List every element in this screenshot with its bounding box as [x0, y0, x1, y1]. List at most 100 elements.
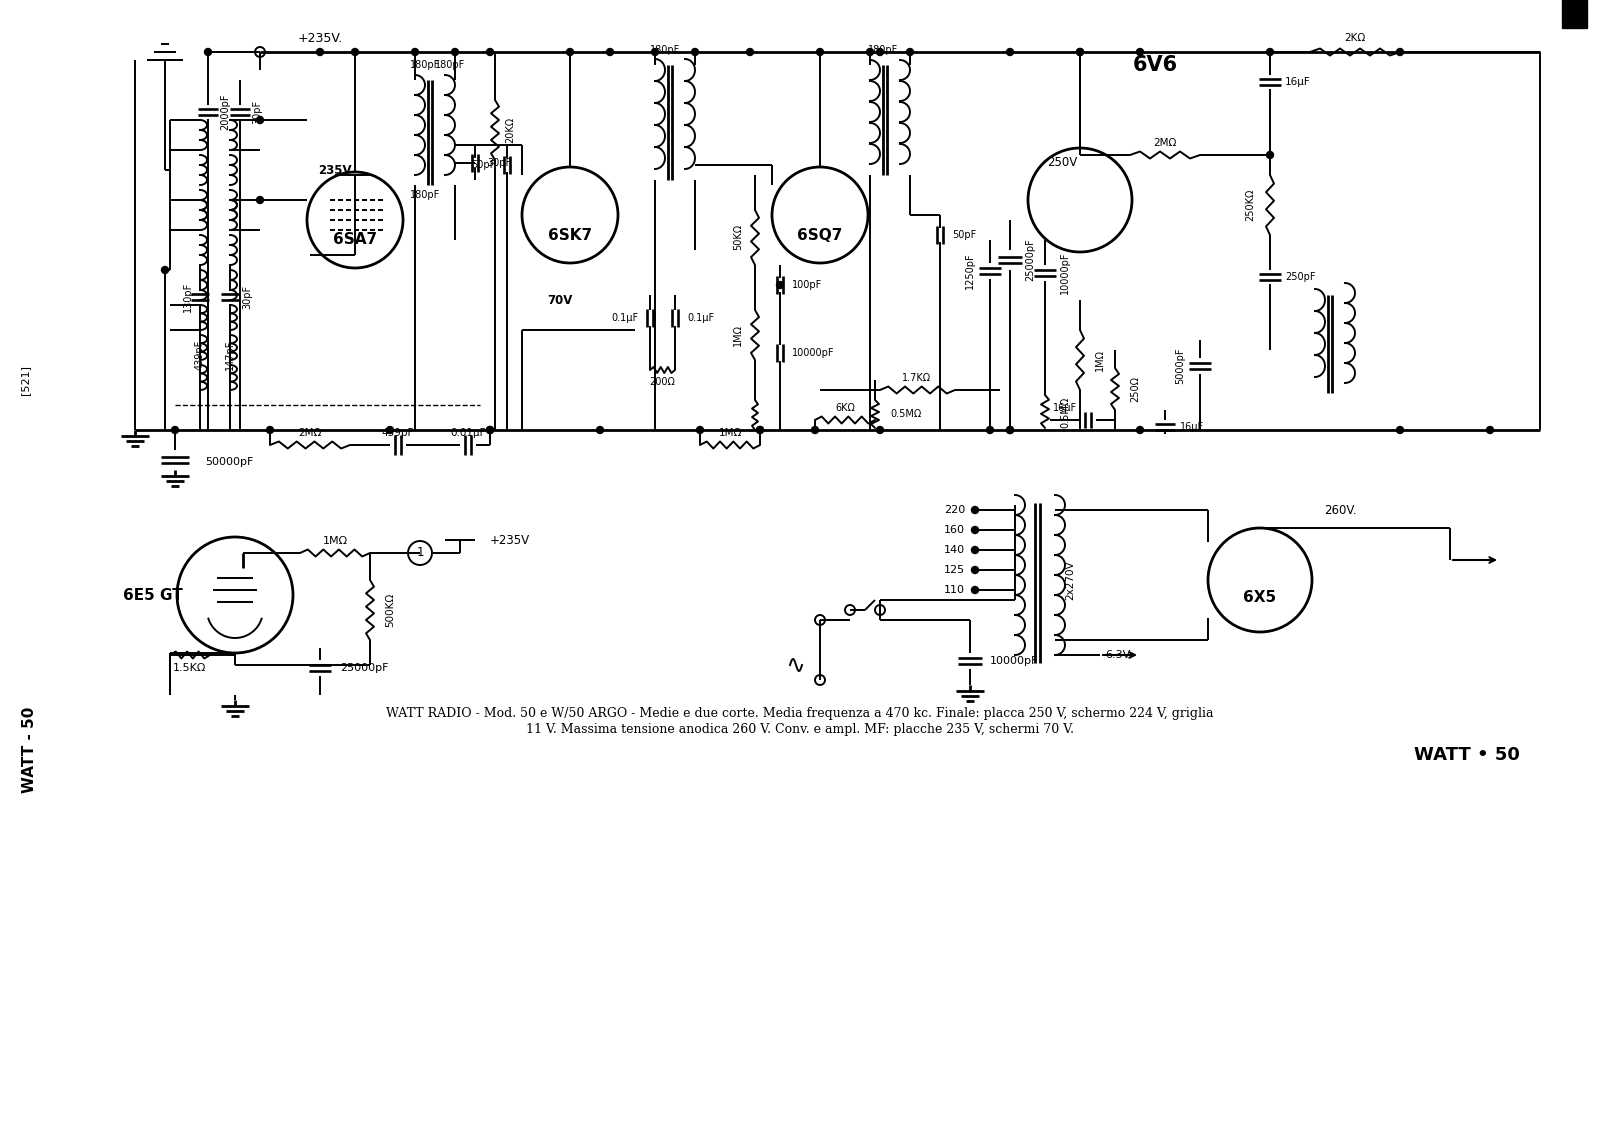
Text: 70V: 70V: [547, 294, 573, 307]
Text: 0.01μF: 0.01μF: [450, 428, 486, 438]
Circle shape: [987, 426, 994, 433]
Text: 30pF: 30pF: [242, 285, 253, 309]
Text: 200Ω: 200Ω: [650, 377, 675, 387]
Text: 6SQ7: 6SQ7: [797, 227, 843, 242]
Circle shape: [651, 49, 659, 55]
Text: 25000pF: 25000pF: [1026, 239, 1035, 282]
Text: 1.7KΩ: 1.7KΩ: [902, 373, 931, 383]
Text: WATT - 50: WATT - 50: [22, 707, 37, 793]
Circle shape: [757, 426, 763, 433]
Text: 16μF: 16μF: [1285, 77, 1310, 87]
Circle shape: [162, 267, 168, 274]
Text: 160: 160: [944, 525, 965, 535]
Text: 250KΩ: 250KΩ: [1245, 189, 1254, 222]
Text: 6SA7: 6SA7: [333, 233, 378, 248]
Circle shape: [451, 49, 459, 55]
Circle shape: [522, 167, 618, 264]
Text: 180pF: 180pF: [410, 60, 440, 70]
Circle shape: [877, 49, 883, 55]
Circle shape: [971, 587, 979, 594]
Text: 439pF: 439pF: [195, 340, 205, 370]
Circle shape: [875, 605, 885, 615]
Circle shape: [971, 527, 979, 534]
Text: 235V: 235V: [318, 164, 352, 176]
Circle shape: [814, 675, 826, 685]
Text: 110: 110: [944, 585, 965, 595]
Circle shape: [1397, 49, 1403, 55]
Text: [521]: [521]: [19, 365, 30, 395]
Circle shape: [1006, 426, 1013, 433]
Circle shape: [867, 49, 874, 55]
Circle shape: [205, 49, 211, 55]
Text: 1: 1: [416, 546, 424, 560]
Text: 6.3V: 6.3V: [1106, 650, 1130, 661]
Circle shape: [256, 197, 264, 204]
Circle shape: [757, 426, 763, 433]
Text: 180pF: 180pF: [867, 45, 898, 55]
Circle shape: [747, 49, 754, 55]
Circle shape: [971, 567, 979, 573]
Text: 140: 140: [944, 545, 965, 555]
Text: 25000pF: 25000pF: [339, 663, 389, 673]
Circle shape: [877, 426, 883, 433]
Text: 6X5: 6X5: [1243, 590, 1277, 605]
Text: 11 V. Massima tensione anodica 260 V. Conv. e ampl. MF: placche 235 V, schermi 7: 11 V. Massima tensione anodica 260 V. Co…: [526, 724, 1074, 736]
Circle shape: [411, 49, 419, 55]
Text: 10000pF: 10000pF: [1059, 252, 1070, 294]
Text: 2MΩ: 2MΩ: [1154, 138, 1176, 148]
Text: 125: 125: [944, 566, 965, 575]
Circle shape: [1006, 49, 1013, 55]
Text: 16μF: 16μF: [1181, 422, 1205, 432]
Circle shape: [307, 172, 403, 268]
Circle shape: [907, 49, 914, 55]
Circle shape: [1006, 426, 1013, 433]
Circle shape: [597, 426, 603, 433]
Text: 10000pF: 10000pF: [990, 656, 1038, 666]
Circle shape: [1267, 152, 1274, 158]
Text: 1MΩ: 1MΩ: [1094, 349, 1106, 371]
Circle shape: [486, 426, 493, 433]
Text: 439pF: 439pF: [382, 428, 414, 438]
Text: 50pF: 50pF: [952, 230, 976, 240]
Text: 180pF: 180pF: [410, 190, 440, 200]
Circle shape: [387, 426, 394, 433]
Circle shape: [1397, 426, 1403, 433]
Circle shape: [1136, 426, 1144, 433]
Text: 500KΩ: 500KΩ: [386, 593, 395, 627]
Circle shape: [816, 49, 824, 55]
Text: 30pF: 30pF: [486, 158, 510, 169]
Text: 6E5 GT: 6E5 GT: [123, 587, 182, 603]
Circle shape: [771, 167, 867, 264]
Circle shape: [178, 537, 293, 653]
Circle shape: [171, 426, 179, 433]
Text: 50000pF: 50000pF: [205, 457, 253, 467]
Text: +235V.: +235V.: [298, 32, 342, 44]
Circle shape: [971, 507, 979, 513]
Text: 6SK7: 6SK7: [547, 227, 592, 242]
Text: 260V.: 260V.: [1323, 503, 1357, 517]
Circle shape: [1486, 426, 1493, 433]
Text: 30pF: 30pF: [253, 100, 262, 124]
Circle shape: [696, 426, 704, 433]
Circle shape: [1208, 528, 1312, 632]
Text: 2000pF: 2000pF: [221, 94, 230, 130]
Text: 250pF: 250pF: [1285, 271, 1315, 282]
Text: 250Ω: 250Ω: [1130, 375, 1139, 402]
Text: 1.5KΩ: 1.5KΩ: [173, 663, 206, 673]
Text: 5000pF: 5000pF: [1174, 347, 1186, 385]
Text: 130pF: 130pF: [182, 282, 194, 312]
Text: 10000pF: 10000pF: [792, 348, 835, 359]
Text: +235V: +235V: [490, 534, 530, 546]
Circle shape: [1077, 49, 1083, 55]
Circle shape: [317, 49, 323, 55]
Bar: [1562, 0, 1587, 28]
Text: 1MΩ: 1MΩ: [323, 536, 347, 546]
Circle shape: [352, 49, 358, 55]
Text: 1MΩ: 1MΩ: [718, 428, 742, 438]
Circle shape: [1267, 49, 1274, 55]
Text: 20KΩ: 20KΩ: [506, 116, 515, 143]
Circle shape: [267, 426, 274, 433]
Text: 1250pF: 1250pF: [965, 252, 974, 290]
Text: 220: 220: [944, 506, 965, 515]
Circle shape: [691, 49, 699, 55]
